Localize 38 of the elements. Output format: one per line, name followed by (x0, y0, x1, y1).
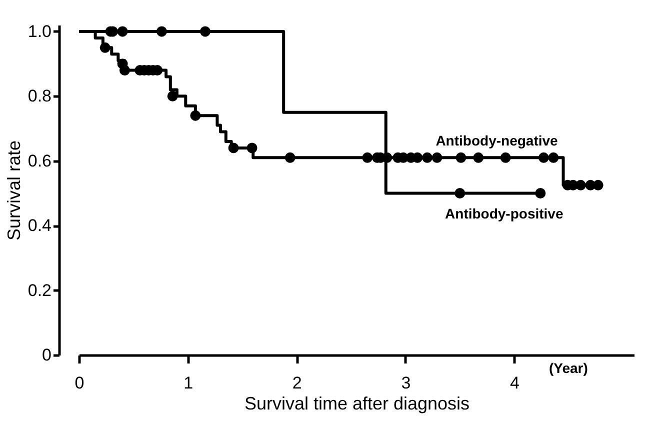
y-tick-label: 0.2 (28, 280, 52, 300)
point (284, 152, 296, 163)
x-tick-label: 3 (401, 374, 411, 392)
x-tick-label: 4 (510, 374, 520, 392)
point (592, 180, 604, 190)
series-label: Antibody-negative (436, 132, 558, 148)
point (362, 152, 373, 163)
point (200, 26, 210, 37)
point (500, 152, 511, 163)
point (548, 152, 559, 163)
point (473, 152, 484, 163)
point (228, 142, 239, 154)
point (190, 110, 201, 121)
point (156, 26, 167, 37)
point (422, 152, 432, 163)
point (456, 152, 466, 163)
point (575, 180, 586, 190)
x-axis-title: Survival time after diagnosis (244, 394, 470, 414)
point (119, 65, 130, 76)
x-tick-label: 0 (74, 374, 84, 392)
point (432, 152, 442, 163)
point (167, 90, 178, 102)
y-axis-title: Survival rate (4, 140, 24, 241)
point (246, 142, 258, 154)
point (538, 152, 549, 163)
point (117, 26, 128, 37)
x-tick-label: 2 (292, 374, 302, 392)
point (535, 188, 546, 198)
y-tick-label: 0.4 (28, 216, 52, 236)
series-label: Antibody-positive (445, 205, 564, 222)
x-tick-label: 1 (184, 374, 194, 392)
text: (Year) (549, 360, 588, 376)
y-tick-label: 0 (42, 346, 52, 364)
y-tick-label: 1.0 (28, 22, 52, 41)
point (100, 42, 110, 53)
y-tick-label: 0.8 (28, 86, 52, 106)
point (454, 188, 466, 198)
y-tick-label: 0.6 (28, 151, 52, 170)
